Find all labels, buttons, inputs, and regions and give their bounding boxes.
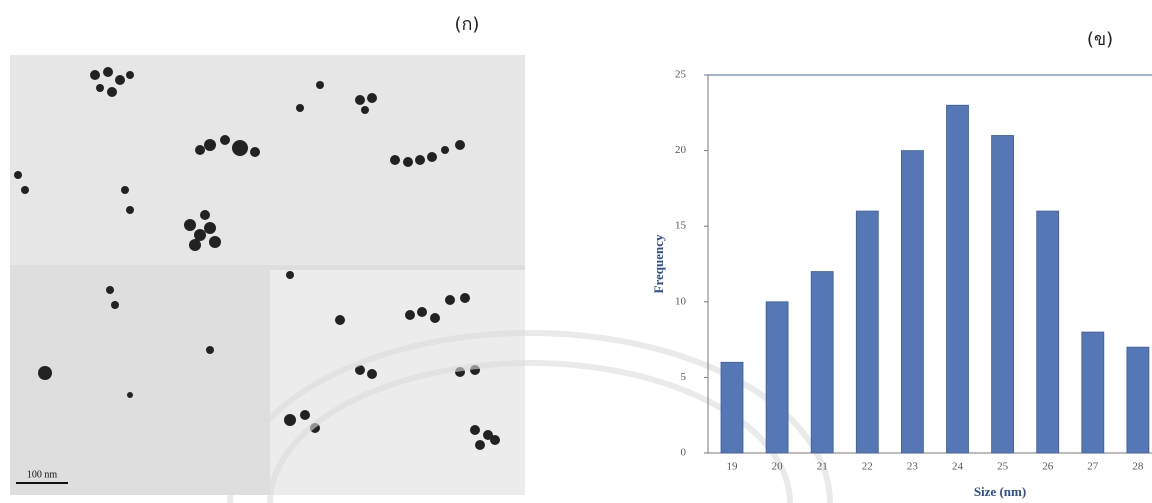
bar bbox=[947, 105, 969, 453]
bar bbox=[721, 362, 743, 453]
panel-label: (ก) bbox=[455, 14, 480, 35]
bar bbox=[901, 151, 923, 453]
bar bbox=[1127, 347, 1149, 453]
x-tick-label: 26 bbox=[1042, 461, 1054, 473]
tem-image: 100 nm bbox=[10, 55, 525, 495]
bar bbox=[1037, 211, 1059, 453]
bar bbox=[856, 211, 878, 453]
y-tick-label: 15 bbox=[675, 220, 687, 232]
bar bbox=[766, 302, 788, 453]
scale-bar-label: 100 nm bbox=[27, 469, 58, 480]
x-tick-label: 28 bbox=[1132, 461, 1144, 473]
y-axis-label: Frequency bbox=[651, 234, 666, 293]
y-tick-label: 10 bbox=[675, 295, 687, 307]
bar bbox=[1082, 332, 1104, 453]
y-tick-label: 25 bbox=[675, 69, 687, 81]
x-tick-label: 24 bbox=[952, 461, 964, 473]
y-tick-label: 0 bbox=[681, 447, 687, 459]
figure: (ก) (ข) 100 nm Size (nm) Frequency 0 5 10 1… bbox=[0, 0, 1152, 503]
x-tick-label: 20 bbox=[772, 461, 784, 473]
x-tick-label: 25 bbox=[997, 461, 1009, 473]
panel-label: (ข) bbox=[1087, 29, 1113, 50]
x-tick-label: 19 bbox=[727, 461, 739, 473]
bar bbox=[811, 272, 833, 453]
y-tick-label: 20 bbox=[675, 144, 687, 156]
x-tick-label: 23 bbox=[907, 461, 919, 473]
y-tick-label: 5 bbox=[681, 371, 687, 383]
x-tick-label: 27 bbox=[1087, 461, 1099, 473]
bar bbox=[992, 135, 1014, 453]
x-tick-label: 21 bbox=[817, 461, 828, 473]
x-tick-label: 22 bbox=[862, 461, 873, 473]
x-axis-label: Size (nm) bbox=[974, 484, 1026, 499]
